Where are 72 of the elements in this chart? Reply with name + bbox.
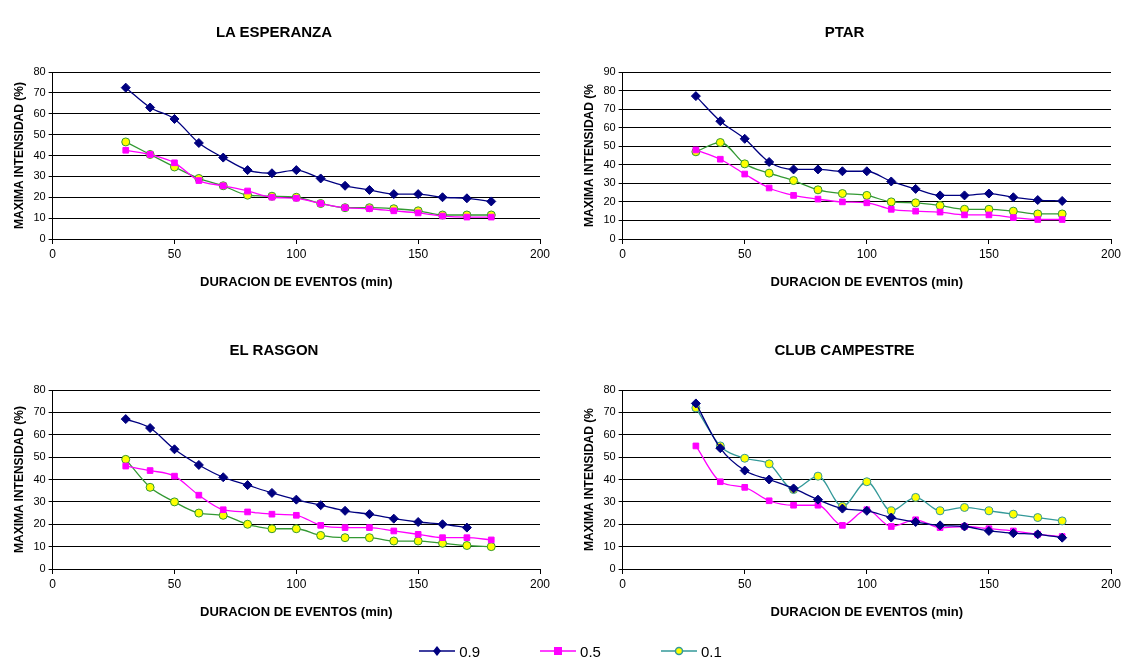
y-tick-label: 80 — [603, 383, 616, 396]
y-tick-label: 70 — [603, 102, 616, 115]
x-tick-label: 0 — [619, 576, 627, 591]
y-axis-title: MAXIMA INTENSIDAD (% — [581, 83, 596, 227]
y-tick-label: 50 — [33, 450, 46, 463]
y-tick-label: 0 — [609, 232, 616, 245]
y-tick-label: 70 — [33, 405, 46, 418]
x-axis-title: DURACION DE EVENTOS (min) — [770, 603, 964, 619]
y-tick-label: 60 — [603, 120, 616, 133]
y-tick-label: 30 — [33, 169, 46, 182]
x-tick-label: 200 — [529, 246, 551, 261]
y-tick-label: 40 — [603, 157, 616, 170]
y-tick-label: 20 — [603, 194, 616, 207]
x-tick-label: 0 — [619, 246, 627, 261]
y-tick-label: 0 — [609, 562, 616, 575]
y-tick-label: 50 — [603, 139, 616, 152]
legend-label: 0.5 — [580, 642, 601, 660]
y-tick-label: 60 — [33, 106, 46, 119]
x-tick-label: 50 — [167, 246, 182, 261]
y-tick-label: 70 — [33, 85, 46, 98]
x-tick-label: 200 — [1100, 576, 1122, 591]
y-tick-label: 50 — [33, 127, 46, 140]
y-tick-label: 40 — [33, 472, 46, 485]
y-tick-label: 30 — [603, 176, 616, 189]
x-axis-title: DURACION DE EVENTOS (min) — [200, 603, 393, 619]
y-tick-label: 20 — [603, 517, 616, 530]
y-tick-label: 30 — [33, 494, 46, 507]
y-tick-label: 40 — [603, 472, 616, 485]
x-tick-label: 150 — [408, 246, 429, 261]
x-tick-label: 50 — [738, 246, 752, 261]
x-tick-label: 200 — [1100, 246, 1122, 261]
x-tick-label: 150 — [408, 576, 429, 591]
y-axis-title: MAXIMA INTENSIDAD (% — [581, 407, 596, 551]
x-axis-title: DURACION DE EVENTOS (min) — [200, 273, 393, 289]
chart-title: PTAR — [824, 23, 865, 41]
y-axis-title: MAXIMA INTENSIDAD (%) — [11, 406, 26, 553]
y-axis-title: MAXIMA INTENSIDAD (%) — [11, 82, 26, 229]
chart-title: CLUB CAMPESTRE — [774, 341, 915, 359]
y-tick-label: 10 — [33, 211, 46, 224]
x-tick-label: 0 — [49, 246, 57, 261]
x-tick-label: 100 — [856, 576, 878, 591]
x-tick-label: 150 — [978, 246, 1000, 261]
y-tick-label: 10 — [603, 213, 616, 226]
x-tick-label: 150 — [978, 576, 1000, 591]
legend-label: 0.9 — [459, 642, 481, 660]
y-tick-label: 90 — [603, 65, 616, 78]
legend-label: 0.1 — [700, 642, 722, 660]
x-tick-label: 50 — [167, 576, 182, 591]
y-tick-label: 80 — [33, 65, 46, 78]
y-tick-label: 80 — [33, 383, 46, 396]
y-tick-label: 50 — [603, 450, 616, 463]
x-axis-title: DURACION DE EVENTOS (min) — [770, 273, 964, 289]
y-tick-label: 10 — [603, 539, 616, 552]
x-tick-label: 100 — [286, 246, 307, 261]
y-tick-label: 20 — [33, 517, 46, 530]
x-tick-label: 0 — [49, 576, 57, 591]
y-tick-label: 0 — [39, 232, 46, 245]
y-tick-label: 80 — [603, 83, 616, 96]
chart-title: LA ESPERANZA — [215, 23, 333, 41]
y-tick-label: 60 — [33, 427, 46, 440]
y-tick-label: 60 — [603, 427, 616, 440]
x-tick-label: 50 — [738, 576, 752, 591]
y-tick-label: 0 — [39, 562, 46, 575]
x-tick-label: 200 — [529, 576, 551, 591]
y-tick-label: 40 — [33, 148, 46, 161]
y-tick-label: 20 — [33, 190, 46, 203]
chart-title: EL RASGON — [229, 341, 319, 359]
x-tick-label: 100 — [286, 576, 307, 591]
y-tick-label: 30 — [603, 494, 616, 507]
y-tick-label: 70 — [603, 405, 616, 418]
x-tick-label: 100 — [856, 246, 878, 261]
y-tick-label: 10 — [33, 539, 46, 552]
